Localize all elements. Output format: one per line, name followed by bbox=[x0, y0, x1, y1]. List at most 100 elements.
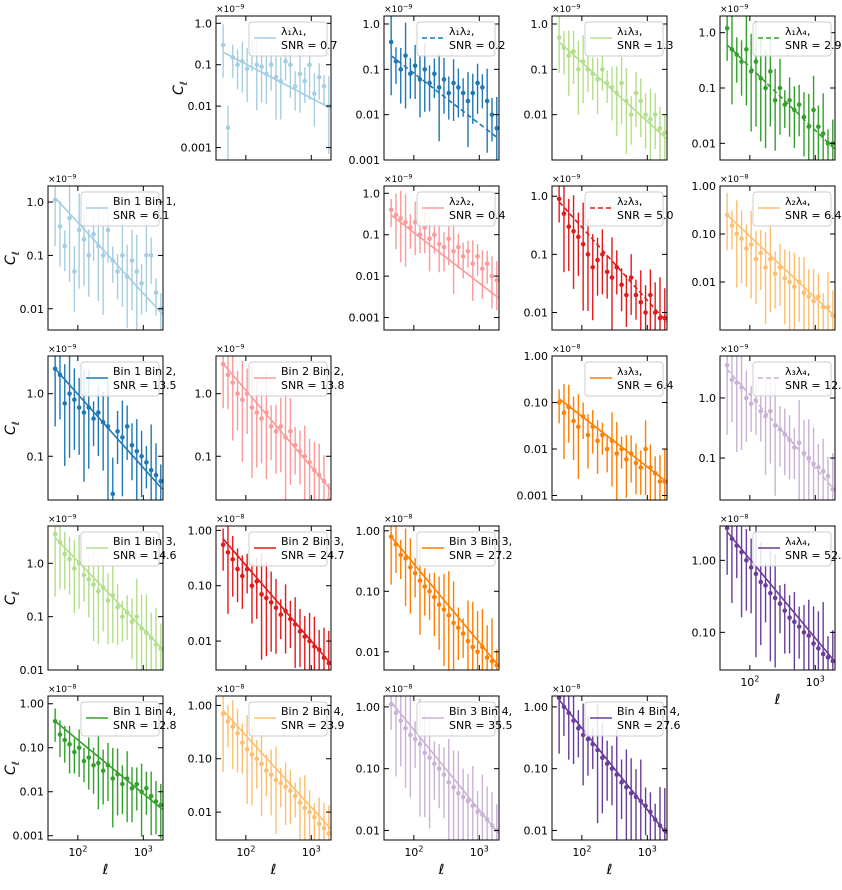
model-line bbox=[390, 55, 499, 140]
data-point bbox=[460, 631, 466, 636]
data-point bbox=[81, 758, 87, 764]
data-point bbox=[273, 429, 279, 434]
data-point bbox=[830, 658, 835, 664]
data-point bbox=[633, 460, 639, 466]
data-point bbox=[86, 577, 92, 582]
y-tick-label: 1.0 bbox=[531, 18, 549, 31]
data-point bbox=[638, 299, 644, 305]
data-point bbox=[292, 442, 298, 448]
legend-box bbox=[248, 361, 328, 397]
axes-frame bbox=[47, 355, 164, 501]
axes-frame bbox=[383, 185, 500, 331]
data-point bbox=[278, 78, 284, 84]
data-point bbox=[139, 281, 144, 286]
data-point bbox=[763, 583, 768, 588]
data-point bbox=[619, 282, 624, 288]
y-tick-label: 0.10 bbox=[524, 396, 549, 409]
data-point bbox=[273, 605, 279, 611]
panel-p02: 1.0 0.1 0.01 0.001 ×10−9 λ₁λ₂,SNR = 0.2 bbox=[349, 2, 506, 167]
data-point bbox=[139, 626, 144, 631]
legend-snr: SNR = 2.9 bbox=[785, 39, 842, 52]
data-point bbox=[120, 781, 125, 787]
legend-snr: SNR = 6.4 bbox=[617, 379, 674, 392]
model-line bbox=[390, 701, 499, 834]
legend-box bbox=[80, 531, 160, 567]
data-point bbox=[566, 404, 572, 410]
data-point bbox=[595, 77, 600, 82]
data-point bbox=[144, 630, 149, 636]
data-point bbox=[249, 752, 255, 757]
data-point bbox=[619, 446, 624, 452]
legend-snr: SNR = 14.6 bbox=[113, 549, 177, 562]
data-point bbox=[76, 405, 82, 410]
data-point bbox=[600, 252, 605, 257]
data-point bbox=[633, 794, 639, 800]
data-point bbox=[580, 241, 586, 247]
legend-box bbox=[584, 21, 664, 57]
y-tick-label: 0.10 bbox=[524, 763, 549, 776]
data-point bbox=[124, 776, 130, 781]
data-point bbox=[825, 304, 831, 310]
data-point bbox=[321, 84, 327, 89]
data-point bbox=[556, 400, 562, 405]
y-tick-label: 1.00 bbox=[20, 698, 45, 711]
scale-multiplier: ×10−8 bbox=[552, 682, 581, 695]
data-point bbox=[753, 256, 759, 262]
y-tick-label: 1.00 bbox=[524, 350, 549, 363]
data-point bbox=[585, 67, 591, 72]
data-point bbox=[321, 655, 327, 661]
data-point bbox=[657, 479, 663, 484]
data-point bbox=[566, 53, 572, 58]
data-point bbox=[600, 432, 605, 438]
plot-area bbox=[52, 708, 163, 839]
data-point bbox=[465, 98, 471, 104]
data-point bbox=[316, 472, 322, 478]
data-point bbox=[657, 126, 663, 131]
scale-multiplier: ×10−9 bbox=[216, 2, 245, 15]
data-point bbox=[441, 244, 447, 250]
data-point bbox=[249, 583, 255, 589]
scale-multiplier: ×10−9 bbox=[48, 342, 77, 355]
x-tick-label: 103 bbox=[134, 845, 153, 859]
data-point bbox=[57, 372, 63, 378]
legend-label: λ₂λ₂, bbox=[449, 195, 474, 208]
data-point bbox=[489, 823, 495, 828]
data-point bbox=[139, 789, 144, 795]
data-point bbox=[91, 582, 96, 587]
data-point bbox=[283, 784, 288, 789]
data-point bbox=[628, 275, 634, 280]
scale-multiplier: ×10−8 bbox=[48, 682, 77, 695]
data-point bbox=[235, 730, 240, 736]
y-tick-label: 0.01 bbox=[188, 635, 213, 648]
legend-snr: SNR = 52.9 bbox=[785, 549, 842, 562]
data-point bbox=[489, 112, 495, 117]
plot-area bbox=[388, 526, 499, 670]
data-point bbox=[753, 398, 759, 404]
data-point bbox=[292, 84, 298, 89]
data-point bbox=[595, 747, 600, 753]
data-point bbox=[412, 570, 418, 576]
model-line bbox=[558, 41, 667, 139]
legend-snr: SNR = 6.4 bbox=[785, 209, 842, 222]
data-point bbox=[475, 254, 480, 259]
data-point bbox=[307, 460, 312, 465]
x-tick-label: 102 bbox=[404, 845, 423, 859]
data-point bbox=[81, 237, 87, 242]
data-point bbox=[283, 608, 288, 614]
scale-multiplier: ×10−8 bbox=[216, 682, 245, 695]
y-tick-label: 0.01 bbox=[356, 109, 381, 122]
data-point bbox=[830, 313, 835, 318]
data-point bbox=[744, 395, 749, 401]
data-point bbox=[105, 424, 111, 429]
data-point bbox=[120, 253, 125, 258]
data-point bbox=[465, 248, 471, 254]
data-point bbox=[446, 90, 452, 96]
data-point bbox=[148, 253, 154, 258]
data-point bbox=[480, 644, 485, 650]
x-axis-label: ℓ bbox=[774, 692, 781, 708]
data-point bbox=[451, 80, 456, 86]
plot-area bbox=[52, 186, 163, 330]
scale-multiplier: ×10−8 bbox=[384, 512, 413, 525]
data-point bbox=[480, 266, 485, 272]
plot-area bbox=[724, 192, 835, 330]
